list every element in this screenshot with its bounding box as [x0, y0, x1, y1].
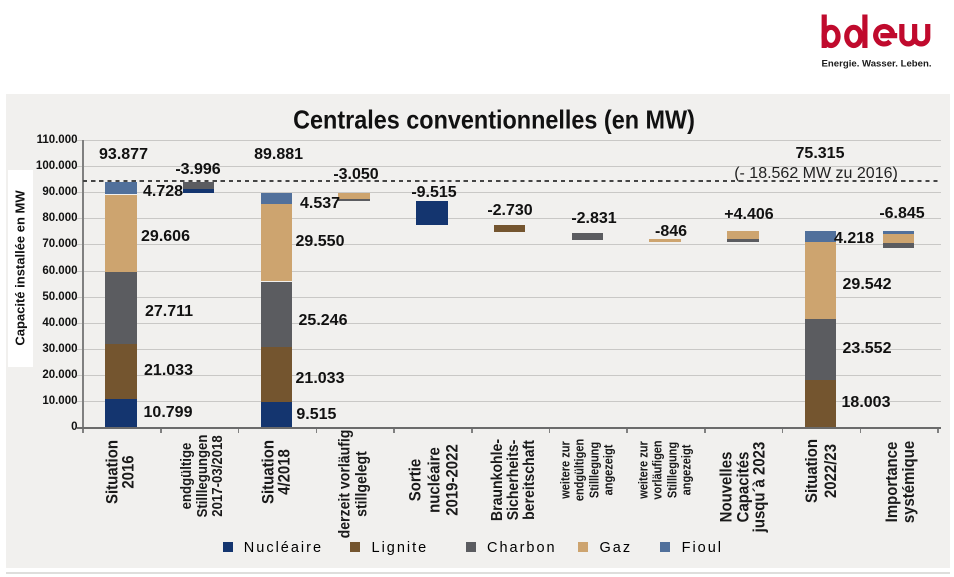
svg-text:Energie. Wasser. Leben.: Energie. Wasser. Leben. — [822, 59, 932, 70]
